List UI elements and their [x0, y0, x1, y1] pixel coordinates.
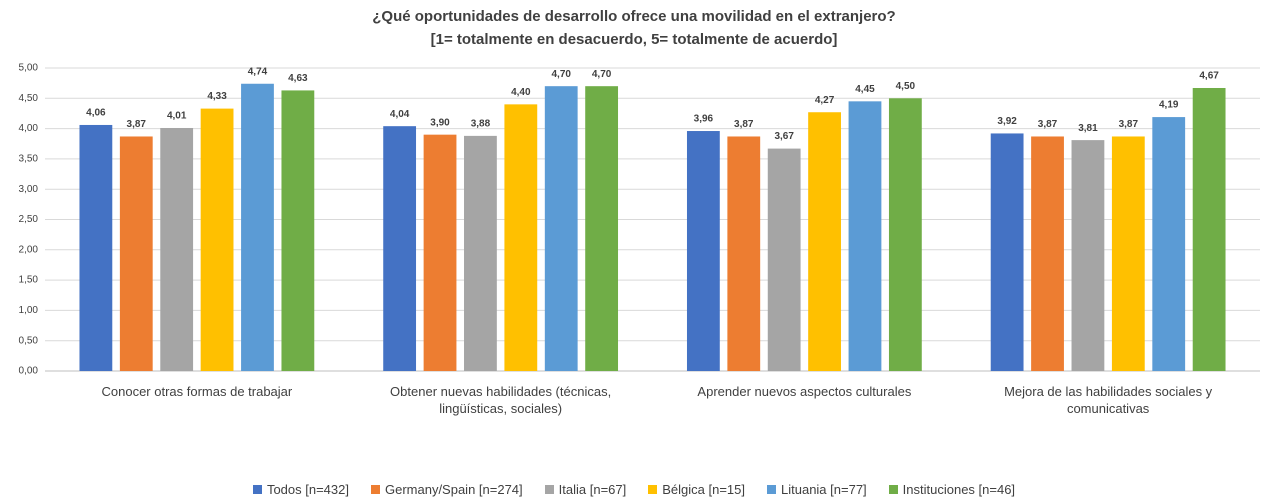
y-tick-label: 1,50 [19, 275, 39, 286]
data-label: 3,67 [774, 131, 794, 142]
data-label: 4,50 [896, 81, 916, 92]
legend-swatch [252, 485, 262, 494]
bar [504, 104, 538, 372]
data-label: 3,87 [1119, 119, 1139, 130]
x-tick-label: Mejora de las habilidades sociales y com… [1004, 384, 1213, 416]
data-label: 3,81 [1078, 123, 1098, 134]
data-label: 4,74 [248, 66, 268, 77]
x-tick-label: Conocer otras formas de trabajar [101, 384, 293, 399]
chart-title: ¿Qué oportunidades de desarrollo ofrece … [372, 8, 895, 25]
bar [160, 127, 194, 371]
legend-swatch [648, 485, 658, 494]
legend-swatch [767, 485, 776, 494]
legend-item: Italia [n=67] [544, 482, 627, 497]
data-label: 3,87 [127, 119, 147, 130]
data-label: 4,19 [1159, 100, 1179, 111]
data-label: 4,01 [167, 111, 187, 122]
y-tick-label: 2,50 [19, 214, 39, 225]
data-label: 4,33 [207, 91, 227, 102]
data-label: 4,63 [288, 73, 308, 84]
y-tick-label: 3,00 [19, 184, 39, 195]
bar [888, 98, 922, 372]
bar [423, 134, 457, 371]
data-label: 4,70 [551, 69, 571, 80]
bar [727, 136, 761, 371]
bar [767, 148, 801, 371]
data-label: 3,92 [997, 116, 1017, 127]
bar [464, 135, 497, 371]
x-tick-label: Aprender nuevos aspectos culturales [697, 384, 912, 399]
data-label: 3,90 [430, 117, 450, 128]
bar [119, 136, 153, 371]
x-tick-label: Obtener nuevas habilidades (técnicas, li… [390, 384, 612, 416]
legend-item: Todos [n=432] [252, 482, 349, 497]
legend-item: Bélgica [n=15] [648, 482, 745, 497]
bar [383, 126, 417, 372]
legend-item: Instituciones [n=46] [888, 482, 1016, 497]
legend-swatch [888, 485, 898, 494]
y-tick-label: 4,00 [19, 123, 39, 134]
data-label: 4,40 [511, 87, 531, 98]
legend-label: Instituciones [n=46] [902, 482, 1016, 497]
legend-label: Bélgica [n=15] [662, 482, 745, 497]
bar [686, 131, 720, 371]
bar [281, 90, 315, 371]
data-label: 3,96 [694, 114, 714, 125]
bar [1031, 136, 1064, 371]
data-label: 4,27 [815, 95, 835, 106]
data-label: 4,70 [592, 69, 612, 80]
y-tick-label: 0,00 [19, 366, 39, 377]
data-label: 3,87 [734, 119, 754, 130]
bar [544, 86, 578, 372]
data-label: 3,88 [471, 119, 491, 130]
legend-item: Germany/Spain [n=274] [370, 482, 523, 497]
legend-item: Lituania [n=77] [767, 482, 867, 497]
legend-label: Lituania [n=77] [781, 482, 867, 497]
y-tick-label: 2,00 [19, 244, 39, 255]
legend-label: Todos [n=432] [266, 482, 349, 497]
bar [1152, 117, 1186, 371]
data-label: 3,87 [1038, 119, 1058, 130]
bar [200, 108, 234, 372]
legend-label: Italia [n=67] [558, 482, 627, 497]
bar [241, 83, 274, 372]
bar [1071, 140, 1105, 371]
bar [808, 112, 841, 371]
y-tick-label: 0,50 [19, 335, 39, 346]
bar [1111, 136, 1145, 371]
bar [585, 86, 619, 372]
data-label: 4,04 [390, 109, 410, 120]
legend-label: Germany/Spain [n=274] [384, 482, 523, 497]
y-tick-label: 3,50 [19, 154, 39, 165]
y-tick-label: 5,00 [19, 63, 39, 74]
legend-swatch [544, 485, 554, 494]
data-label: 4,45 [855, 84, 875, 95]
y-tick-label: 1,00 [19, 305, 39, 316]
bar [848, 101, 882, 371]
legend: Todos [n=432] Germany/Spain [n=274] Italia… [0, 482, 1268, 497]
data-label: 4,67 [1199, 71, 1219, 82]
bar [990, 133, 1024, 371]
chart-subtitle: [1= totalmente en desacuerdo, 5= totalme… [431, 31, 838, 48]
legend-swatch [370, 485, 380, 494]
bar [1192, 87, 1226, 372]
y-tick-label: 4,50 [19, 93, 39, 104]
bar [79, 124, 113, 372]
data-label: 4,06 [86, 108, 106, 119]
